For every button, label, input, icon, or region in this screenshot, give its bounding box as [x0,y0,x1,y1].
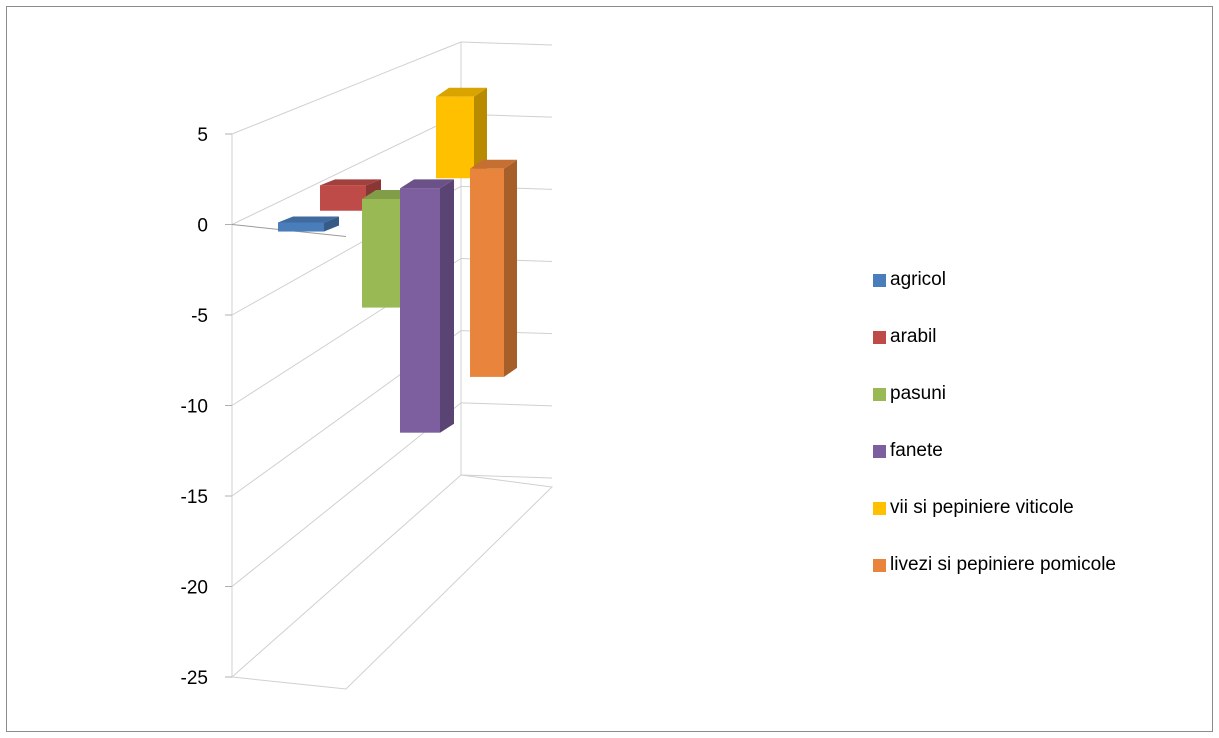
bar-livezi-si-pepiniere-pomicole [470,159,517,377]
bar-front [470,168,504,377]
y-tick-label: -10 [181,397,208,418]
bar-front [362,198,404,308]
y-tick-label: 0 [197,216,208,237]
back-gridline [460,402,553,407]
side-gridline [231,402,462,587]
y-axis-tick-labels: 5 0 -5 -10 -15 -20 -25 [181,125,208,689]
legend-swatch [873,387,886,401]
y-tick-label: -20 [181,578,208,599]
bar-side [324,216,339,232]
legend-label: pasuni [890,383,946,404]
bar-front [436,96,474,179]
legend-label: vii si pepiniere viticole [890,497,1074,518]
bar-vii-si-pepiniere-viticole [436,87,487,179]
legend-swatch [873,501,886,515]
side-gridline [231,474,462,678]
bar-side [474,87,487,179]
bar-front [320,185,366,211]
bar-top [320,179,381,186]
bar-top [436,87,487,97]
legend-item: vii si pepiniere viticole [873,496,1074,520]
side-gridline [231,113,462,225]
legend-item: pasuni [873,382,946,406]
bar-front [278,222,324,232]
back-gridline [460,474,553,479]
bar-top [278,216,339,223]
legend-item: livezi si pepiniere pomicole [873,553,1116,577]
legend-swatch [873,330,886,344]
legend-item: agricol [873,268,946,292]
legend-item: arabil [873,325,936,349]
legend-swatch [873,558,886,572]
bar-fanete [400,179,454,433]
side-gridline [231,41,462,135]
legend-label: fanete [890,440,943,461]
bar-side [440,179,454,433]
bar-top [470,159,517,169]
bar-front [400,188,440,433]
legend-swatch [873,444,886,458]
y-tick-label: -5 [191,306,208,327]
y-tick-label: -25 [181,668,208,689]
legend-swatch [873,273,886,287]
y-tick-label: 5 [197,125,208,146]
bar-top [400,179,454,189]
bar-side [504,159,517,377]
legend-label: arabil [890,326,937,347]
back-gridline [460,41,553,46]
legend-item: fanete [873,439,943,463]
chart-area [6,6,1213,732]
floor-outline [231,474,554,690]
bars [278,87,517,433]
y-tick-label: -15 [181,487,208,508]
legend-label: agricol [890,269,946,290]
legend-label: livezi si pepiniere pomicole [890,554,1116,575]
bar-agricol [278,216,339,232]
